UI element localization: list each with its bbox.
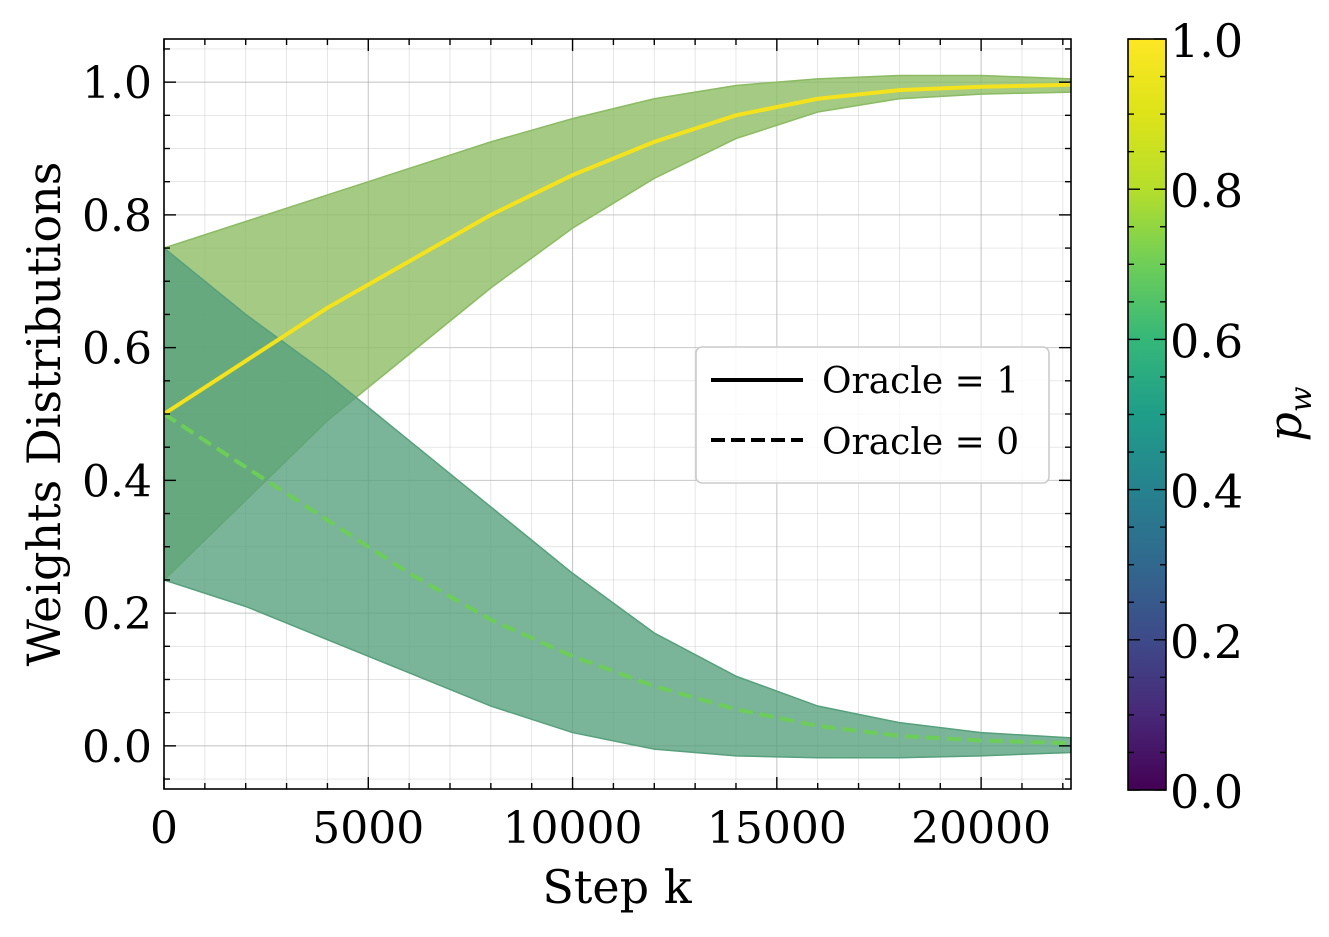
mean-line-oracle-0 bbox=[164, 412, 1071, 746]
mean-lines bbox=[164, 82, 1071, 746]
legend-label-oracle-1: Oracle = 1 bbox=[822, 361, 1019, 402]
colorbar-tick-label: 0.6 bbox=[1170, 314, 1243, 368]
legend-label-oracle-0: Oracle = 0 bbox=[822, 422, 1019, 463]
x-axis-label: Step k bbox=[542, 860, 692, 914]
colorbar-ticks: 0.0 0.2 0.4 0.6 0.8 1.0 bbox=[1128, 14, 1243, 819]
y-axis-label: Weights Distributions bbox=[17, 162, 71, 667]
colorbar-label-w: w bbox=[1284, 386, 1319, 412]
confidence-band-oracle-1 bbox=[164, 74, 1071, 581]
y-tick-label: 0.8 bbox=[82, 191, 152, 242]
colorbar-tick-label: 0.8 bbox=[1170, 164, 1243, 218]
confidence-bands bbox=[164, 74, 1071, 759]
y-tick-label: 0.6 bbox=[82, 324, 152, 375]
colorbar-gradient bbox=[1127, 38, 1167, 791]
colorbar-tick-label: 0.4 bbox=[1170, 465, 1243, 519]
colorbar-tick-label: 0.0 bbox=[1170, 765, 1243, 819]
colorbar: 0.0 0.2 0.4 0.6 0.8 1.0 pw bbox=[1127, 14, 1319, 819]
x-tick-label: 10000 bbox=[503, 803, 643, 854]
axis-ticks: 0 5000 10000 15000 20000 0.0 0.2 0.4 0.6 0.8 1.0 bbox=[82, 39, 1071, 854]
colorbar-label: pw bbox=[1258, 386, 1319, 441]
confidence-band-oracle-0 bbox=[164, 247, 1071, 759]
y-tick-label: 0.2 bbox=[82, 589, 152, 640]
y-tick-label: 1.0 bbox=[82, 58, 152, 109]
y-tick-label: 0.0 bbox=[82, 722, 152, 773]
x-tick-label: 0 bbox=[150, 803, 178, 854]
x-tick-label: 15000 bbox=[707, 803, 847, 854]
colorbar-label-p: p bbox=[1258, 412, 1312, 441]
y-tick-label: 0.4 bbox=[82, 456, 152, 507]
colorbar-tick-label: 1.0 bbox=[1170, 14, 1243, 68]
legend: Oracle = 1 Oracle = 0 bbox=[695, 346, 1050, 484]
mean-line-oracle-1 bbox=[164, 82, 1071, 416]
colorbar-tick-label: 0.2 bbox=[1170, 615, 1243, 669]
x-tick-label: 5000 bbox=[312, 803, 424, 854]
x-tick-label: 20000 bbox=[911, 803, 1051, 854]
